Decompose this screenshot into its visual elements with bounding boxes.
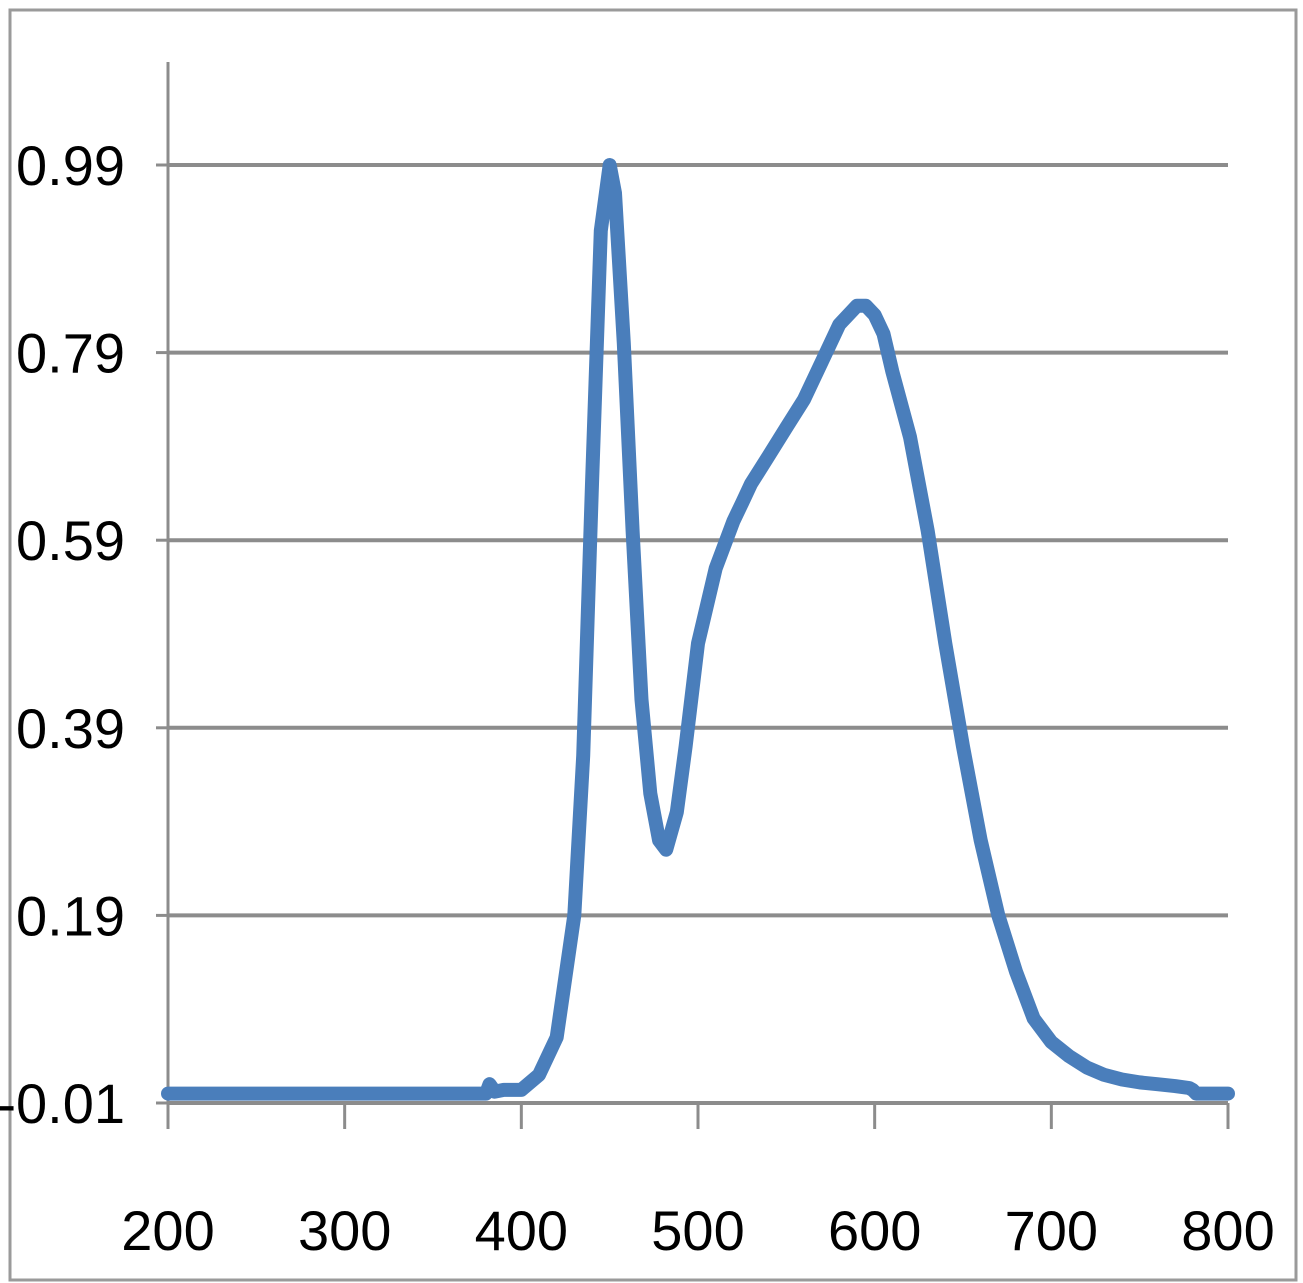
y-tick-label-5: 0.99 <box>16 134 125 197</box>
x-tick-label-1: 300 <box>298 1199 391 1262</box>
x-tick-label-4: 600 <box>828 1199 921 1262</box>
y-tick-label-2: 0.39 <box>16 697 125 760</box>
x-tick-label-2: 400 <box>475 1199 568 1262</box>
y-tick-label-0: -0.01 <box>0 1072 125 1135</box>
y-tick-label-4: 0.79 <box>16 322 125 385</box>
tick-labels: -0.01 0.19 0.39 0.59 0.79 0.99 200 300 400 500 600… <box>0 134 1275 1262</box>
x-tick-label-3: 500 <box>651 1199 744 1262</box>
x-tick-label-0: 200 <box>121 1199 214 1262</box>
y-tick-label-1: 0.19 <box>16 884 125 947</box>
series-line-0 <box>161 158 1235 1101</box>
x-tick-label-6: 800 <box>1181 1199 1274 1262</box>
axes <box>156 62 1230 1129</box>
series-layer <box>161 158 1235 1101</box>
y-tick-label-3: 0.59 <box>16 509 125 572</box>
x-tick-label-5: 700 <box>1005 1199 1098 1262</box>
